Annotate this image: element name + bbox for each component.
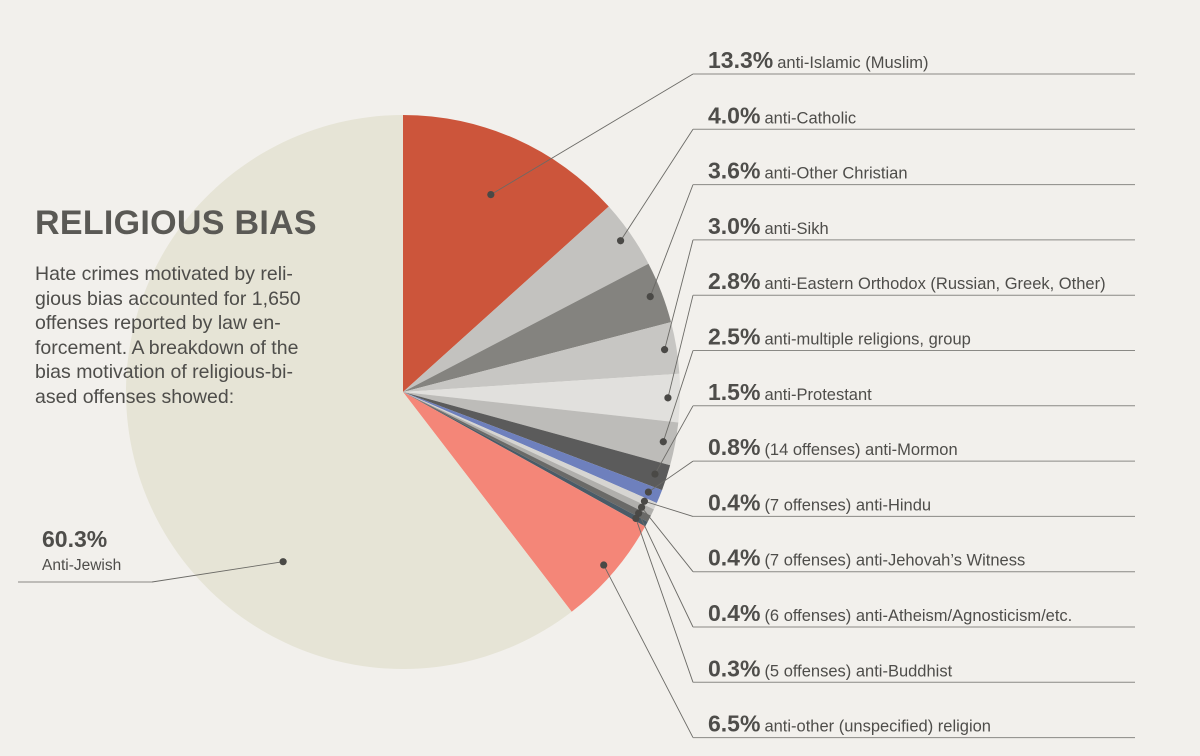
slice-name: anti-Sikh: [764, 220, 828, 238]
slice-percent: 0.4%: [708, 489, 760, 515]
slice-name: anti-Protestant: [764, 386, 872, 404]
pie-slice: [403, 322, 680, 392]
slice-label: 0.8% (14 offenses) anti-Mormon: [708, 434, 958, 460]
slice-percent: 0.3%: [708, 655, 760, 681]
leader-dot: [660, 346, 669, 354]
slice-percent: 4.0%: [708, 102, 760, 128]
pie-slice: [403, 392, 663, 504]
slice-label: 2.5% anti-multiple religions, group: [708, 324, 971, 350]
slice-label: 1.5% anti-Protestant: [708, 379, 872, 405]
leader-line: [644, 500, 694, 517]
slice-name: (7 offenses) anti-Jehovah’s Witness: [764, 552, 1025, 570]
slice-percent: 3.0%: [708, 213, 760, 239]
chart-description: Hate crimes motivated by reli- gious bia…: [35, 262, 340, 409]
pie-slice: [403, 115, 609, 392]
main-slice-name: Anti-Jewish: [42, 557, 121, 574]
leader-line: [490, 73, 694, 195]
leader-dot: [487, 191, 495, 199]
slice-name: anti-Eastern Orthodox (Russian, Greek, O…: [764, 275, 1105, 293]
description-line: gious bias accounted for 1,650: [35, 287, 301, 310]
slice-name: anti-other (unspecified) religion: [764, 718, 991, 736]
pie-slice: [403, 392, 651, 522]
leader-line: [662, 350, 694, 442]
description-line: forcement. A breakdown of the: [35, 336, 299, 359]
slice-percent: 0.8%: [708, 434, 760, 460]
pie-slice: [403, 392, 646, 612]
chart-title: RELIGIOUS BIAS: [35, 204, 317, 242]
leader-line: [648, 460, 694, 493]
slice-percent: 1.5%: [708, 379, 760, 405]
leader-dot: [644, 488, 652, 496]
slice-name: (7 offenses) anti-Hindu: [764, 496, 931, 514]
slice-percent: 13.3%: [708, 47, 773, 73]
slice-label: 0.4% (7 offenses) anti-Hindu: [708, 489, 931, 515]
slice-name: anti-Islamic (Muslim): [777, 54, 928, 72]
leader-dot: [664, 394, 672, 402]
leader-dot: [651, 470, 659, 478]
pie-slice: [403, 392, 657, 510]
main-slice-percent: 60.3%: [42, 526, 107, 552]
description-line: ased offenses showed:: [35, 385, 235, 408]
leader-dot-main: [279, 558, 287, 566]
pie-slice: [403, 392, 679, 466]
slice-label: 0.4% (6 offenses) anti-Atheism/Agnosticis…: [708, 600, 1072, 626]
slice-percent: 2.5%: [708, 324, 760, 350]
pie-slice: [403, 392, 648, 527]
leader-dot: [659, 438, 667, 446]
slice-label: 0.3% (5 offenses) anti-Buddhist: [708, 655, 953, 681]
leader-line: [654, 405, 694, 475]
slice-name: anti-Other Christian: [764, 165, 907, 183]
slice-percent: 0.4%: [708, 600, 760, 626]
description-line: Hate crimes motivated by reli-: [35, 263, 293, 285]
slice-label: 6.5% anti-other (unspecified) religion: [708, 711, 991, 737]
slice-label: 4.0% anti-Catholic: [708, 102, 856, 128]
slice-label: 2.8% anti-Eastern Orthodox (Russian, Gree…: [708, 268, 1106, 294]
leader-line: [641, 507, 694, 572]
leader-line: [667, 295, 694, 398]
slice-percent: 3.6%: [708, 158, 760, 184]
leader-line: [649, 184, 694, 297]
leader-line: [638, 513, 694, 628]
slice-name: (14 offenses) anti-Mormon: [764, 441, 957, 459]
slice-label: 13.3% anti-Islamic (Muslim): [708, 47, 928, 73]
leader-line: [664, 239, 694, 350]
slice-percent: 6.5%: [708, 711, 760, 737]
slice-name: (5 offenses) anti-Buddhist: [764, 662, 952, 680]
slice-percent: 0.4%: [708, 545, 760, 571]
pie-slice: [403, 263, 672, 392]
pie-slice: [403, 206, 649, 392]
leader-line: [635, 518, 694, 683]
leader-line-main: [151, 561, 284, 583]
leader-dot: [600, 561, 608, 569]
pie-slice: [403, 392, 671, 491]
slice-name: anti-multiple religions, group: [764, 331, 970, 349]
pie-slice: [403, 392, 654, 516]
slice-label: 3.6% anti-Other Christian: [708, 158, 908, 184]
leader-dot: [646, 292, 654, 301]
description-line: bias motivation of religious-bi-: [35, 361, 293, 383]
pie-slice: [403, 373, 680, 423]
leader-dot: [616, 237, 625, 245]
slice-percent: 2.8%: [708, 268, 760, 294]
slice-label: 0.4% (7 offenses) anti-Jehovah’s Witness: [708, 545, 1025, 571]
leader-dot: [640, 497, 649, 505]
leader-dot: [638, 503, 646, 511]
leader-dot: [632, 514, 640, 523]
pie-slice-main: [125, 115, 572, 669]
slice-name: (6 offenses) anti-Atheism/Agnosticism/et…: [764, 607, 1072, 625]
leader-line: [603, 564, 694, 738]
slice-name: anti-Catholic: [764, 109, 856, 127]
slice-label: 3.0% anti-Sikh: [708, 213, 829, 239]
leader-line: [620, 129, 694, 241]
description-line: offenses reported by law en-: [35, 312, 281, 334]
